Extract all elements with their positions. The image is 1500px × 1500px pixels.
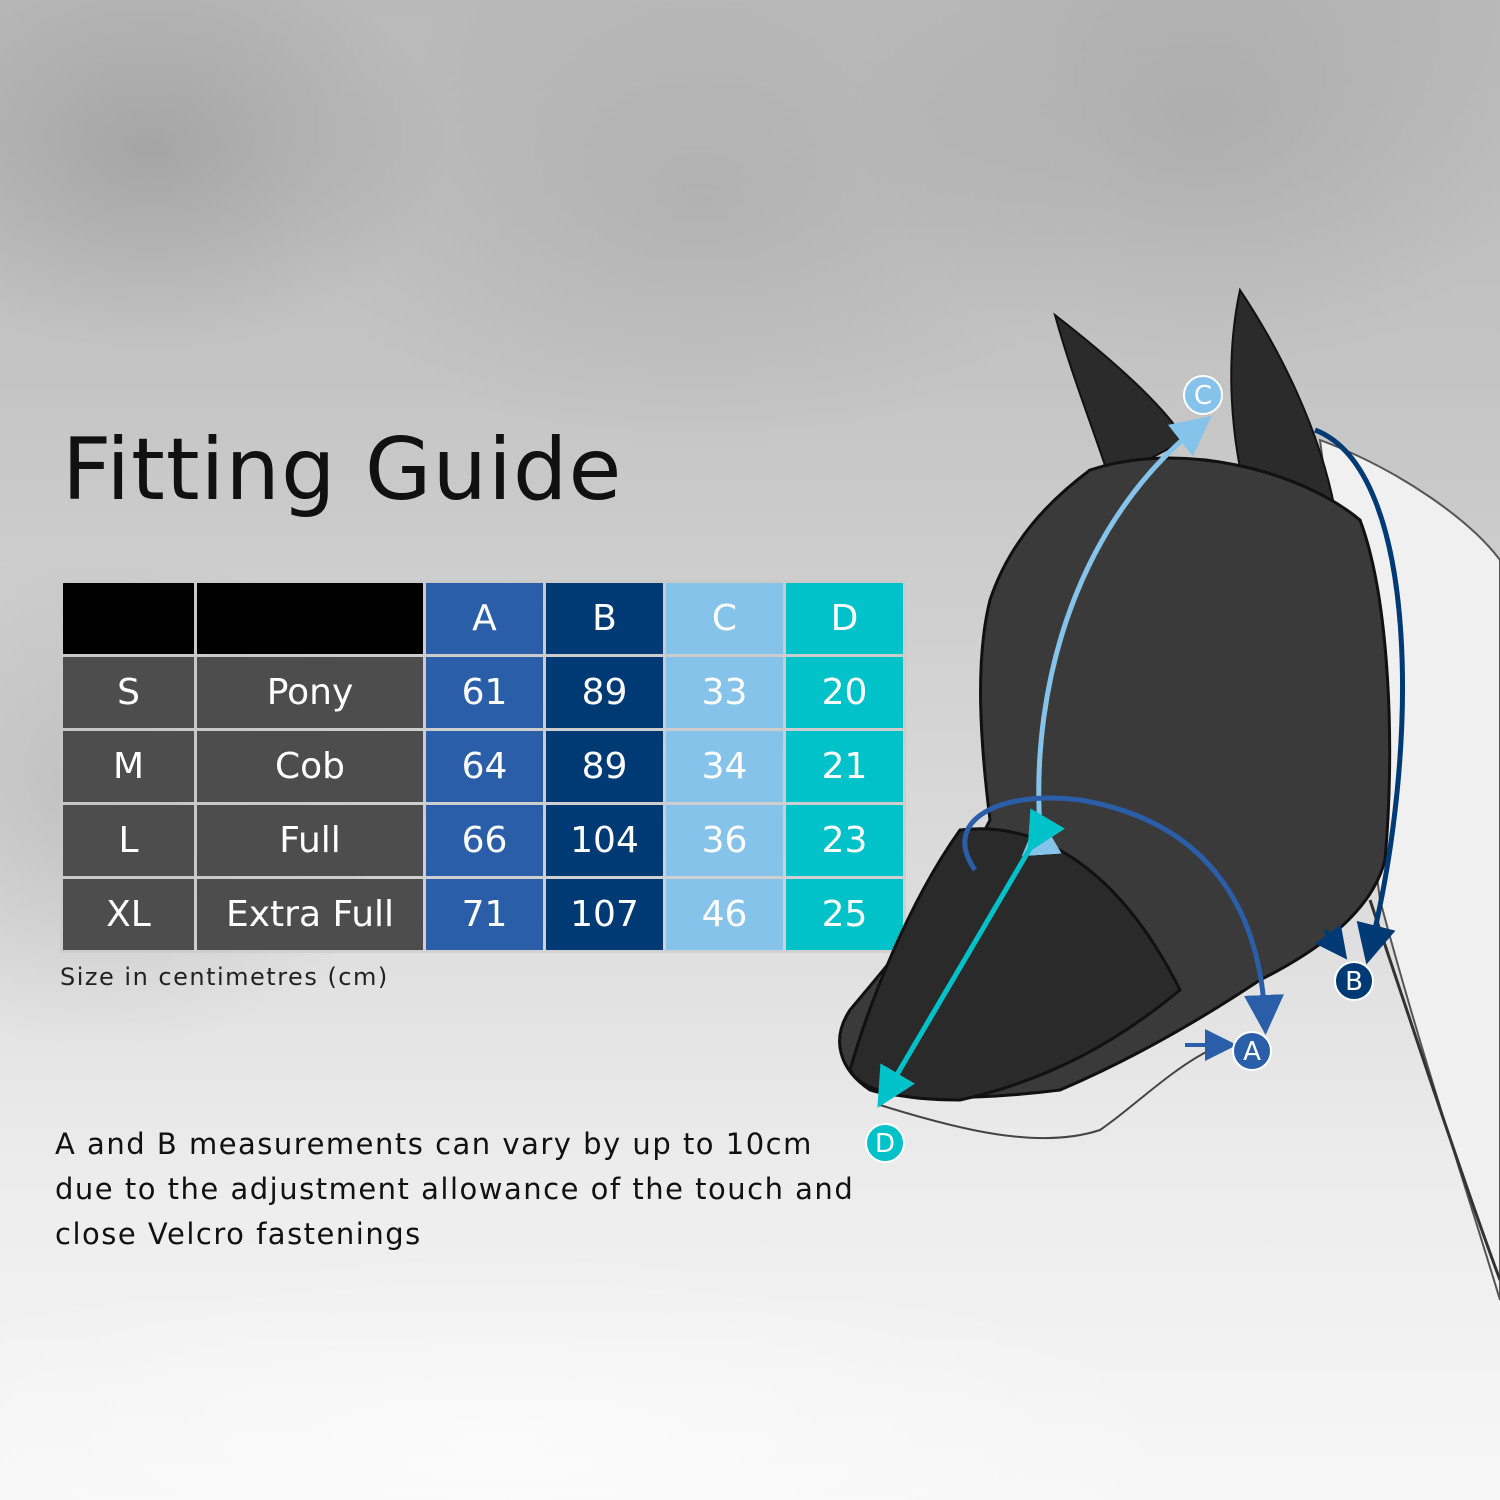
cell-c: 34	[666, 731, 783, 802]
cell-name: Cob	[197, 731, 423, 802]
header-d: D	[786, 583, 903, 654]
cell-b: 89	[546, 731, 663, 802]
svg-text:C: C	[1194, 381, 1212, 411]
svg-text:B: B	[1345, 967, 1363, 997]
cell-b: 89	[546, 657, 663, 728]
label-a: A	[1232, 1031, 1272, 1071]
table-row: L Full 66 104 36 23	[63, 805, 903, 876]
label-c: C	[1183, 375, 1223, 415]
header-name	[197, 583, 423, 654]
cell-c: 46	[666, 879, 783, 950]
cell-name: Pony	[197, 657, 423, 728]
label-d: D	[865, 1123, 905, 1163]
cell-size: M	[63, 731, 194, 802]
table-row: M Cob 64 89 34 21	[63, 731, 903, 802]
cell-a: 64	[426, 731, 543, 802]
cell-size: XL	[63, 879, 194, 950]
header-b: B	[546, 583, 663, 654]
cell-c: 36	[666, 805, 783, 876]
table-row: XL Extra Full 71 107 46 25	[63, 879, 903, 950]
header-c: C	[666, 583, 783, 654]
cell-d: 21	[786, 731, 903, 802]
measure-c-arrow	[1021, 415, 1212, 857]
horse-fly-mask-illustration: C B A D	[838, 287, 1500, 1301]
cell-name: Extra Full	[197, 879, 423, 950]
cell-b: 107	[546, 879, 663, 950]
svg-text:A: A	[1243, 1037, 1261, 1067]
header-a: A	[426, 583, 543, 654]
cell-a: 71	[426, 879, 543, 950]
disclaimer-text: A and B measurements can vary by up to 1…	[55, 1127, 855, 1251]
cell-size: S	[63, 657, 194, 728]
cell-c: 33	[666, 657, 783, 728]
header-size	[63, 583, 194, 654]
measure-b-arrow	[1314, 427, 1405, 965]
cell-a: 66	[426, 805, 543, 876]
jaw-sketch	[879, 1049, 1211, 1140]
unit-note: Size in centimetres (cm)	[60, 963, 389, 991]
cell-d: 20	[786, 657, 903, 728]
cell-b: 104	[546, 805, 663, 876]
svg-text:D: D	[875, 1129, 895, 1159]
page-title: Fitting Guide	[62, 420, 623, 520]
cell-name: Full	[197, 805, 423, 876]
label-b: B	[1334, 961, 1374, 1001]
measure-d-arrow	[877, 808, 1065, 1108]
cell-size: L	[63, 805, 194, 876]
table-row: S Pony 61 89 33 20	[63, 657, 903, 728]
cell-a: 61	[426, 657, 543, 728]
table-header-row: A B C D	[63, 583, 903, 654]
